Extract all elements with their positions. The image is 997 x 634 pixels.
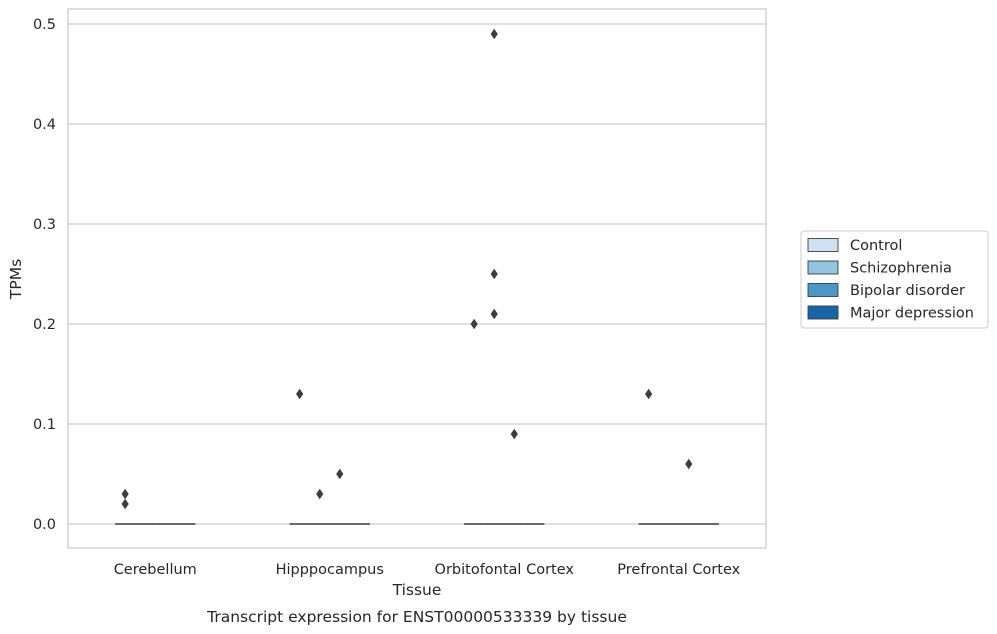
outlier-point-2-1-1	[490, 268, 498, 280]
legend-label-1: Schizophrenia	[850, 261, 952, 277]
legend-swatch-1	[807, 260, 839, 275]
outlier-point-2-0-0	[470, 318, 478, 330]
y-axis-label: TPMs	[7, 259, 25, 300]
legend-frame	[800, 230, 989, 329]
outlier-point-0-0-1	[121, 498, 129, 510]
outlier-point-2-2-0	[510, 428, 518, 440]
legend-label-0: Control	[850, 238, 902, 254]
x-tick-label-1: Hipppocampus	[276, 562, 384, 578]
y-tick-label-1: 0.1	[33, 417, 56, 433]
y-gridlines	[68, 23, 766, 525]
outlier-point-2-1-2	[490, 308, 498, 320]
outlier-point-2-1-0	[490, 28, 498, 40]
x-axis-label: Tissue	[392, 581, 442, 599]
legend-swatch-0	[807, 238, 839, 252]
outlier-point-1-1-0	[316, 488, 324, 500]
y-tick-label-3: 0.3	[33, 217, 56, 233]
y-tick-label-4: 0.4	[33, 117, 56, 133]
y-tick-label-2: 0.2	[33, 317, 56, 333]
outlier-point-0-0-0	[121, 488, 129, 500]
chart-caption: Transcript expression for ENST0000053333…	[206, 608, 627, 626]
x-tick-label-3: Prefrontal Cortex	[617, 562, 740, 578]
x-tick-label-2: Orbitofontal Cortex	[435, 562, 575, 578]
outlier-point-1-0-0	[296, 388, 304, 400]
legend-label-3: Major depression	[850, 306, 974, 322]
outlier-point-3-0-0	[645, 388, 653, 400]
y-tick-label-5: 0.5	[33, 17, 56, 33]
outlier-point-1-2-0	[336, 468, 344, 480]
x-tick-labels: Cerebellum Hipppocampus Orbitofontal Corte…	[114, 562, 741, 578]
outlier-points	[121, 28, 693, 510]
outlier-point-3-2-0	[685, 458, 693, 470]
y-tick-label-0: 0.0	[33, 517, 56, 533]
y-tick-labels: 0.0 0.1 0.2 0.3 0.4 0.5	[33, 17, 56, 533]
plot-frame	[67, 8, 767, 549]
legend-swatch-3	[807, 305, 839, 320]
legend: Control Schizophrenia Bipolar disorder Majo…	[800, 230, 989, 329]
x-tick-label-0: Cerebellum	[114, 562, 197, 578]
legend-swatch-2	[807, 283, 839, 297]
legend-label-2: Bipolar disorder	[850, 283, 965, 299]
